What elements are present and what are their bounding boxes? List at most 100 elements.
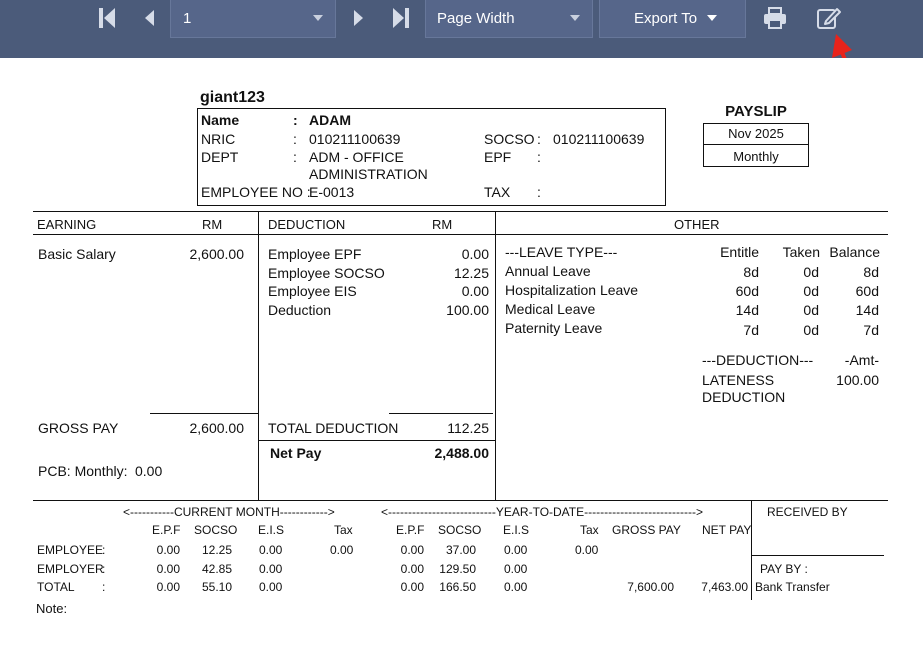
first-page-icon [99, 8, 115, 28]
summary-cell: 0.00 [259, 580, 283, 594]
dept-label: DEPT [201, 149, 239, 165]
last-page-button[interactable] [386, 4, 416, 32]
first-page-button[interactable] [92, 4, 122, 32]
leave-type: Hospitalization Leave [505, 282, 639, 298]
net-pay-label: Net Pay [270, 445, 322, 461]
deduction-item-amount: 0.00 [461, 246, 489, 262]
ytd-eis-header: E.I.S [503, 523, 530, 537]
employee-no-value: E-0013 [309, 184, 355, 200]
dept-value-line1: ADM - OFFICE [309, 149, 404, 165]
leave-balance: 60d [855, 283, 879, 299]
pay-by-label: PAY BY : [760, 562, 808, 576]
ytd-net-header: NET PAY [702, 523, 752, 537]
leave-balance: 7d [863, 322, 879, 338]
next-page-button[interactable] [346, 4, 372, 32]
other-header: OTHER [674, 217, 720, 232]
tax-colon: : [537, 184, 541, 200]
summary-row-label: EMPLOYER [37, 562, 104, 576]
other-deduction-item: LATENESS [702, 372, 775, 388]
summary-cell: 129.50 [439, 562, 476, 576]
summary-row-label: EMPLOYEE [37, 543, 104, 557]
socso-value: 010211100639 [553, 131, 645, 147]
current-month-header: <-----------CURRENT MONTH------------> [123, 505, 335, 519]
summary-cell: 55.10 [201, 580, 232, 594]
page-number-field[interactable]: 1 [170, 0, 336, 38]
deduction-item-label: Employee EIS [268, 283, 357, 299]
deduction-item-amount: 12.25 [453, 265, 489, 281]
pcb-value: 0.00 [135, 463, 163, 479]
edit-button[interactable] [813, 3, 845, 33]
leave-entitle: 7d [743, 322, 759, 338]
summary-cell: 37.00 [445, 543, 476, 557]
received-sign-line [751, 555, 884, 556]
gross-pay-label: GROSS PAY [38, 420, 119, 436]
name-colon: : [293, 112, 298, 128]
summary-cell: 0.00 [259, 562, 283, 576]
summary-cell: 0.00 [504, 562, 528, 576]
socso-label: SOCSO [484, 131, 535, 147]
ytd-header: <---------------------------YEAR-TO-DATE… [381, 505, 704, 519]
summary-cell: 0.00 [156, 543, 180, 557]
earning-item-amount: 2,600.00 [189, 246, 245, 262]
print-icon [764, 7, 786, 29]
cm-socso-header: SOCSO [194, 523, 238, 537]
chevron-down-icon [570, 15, 580, 21]
zoom-value: Page Width [437, 10, 515, 27]
leave-type: Annual Leave [505, 263, 591, 279]
summary-cell: 0.00 [156, 580, 180, 594]
balance-header: Balance [829, 244, 880, 260]
summary-row-colon: : [102, 580, 106, 594]
leave-type: Paternity Leave [505, 320, 603, 336]
name-label: Name [201, 112, 240, 128]
other-deduction-item-line2: DEDUCTION [702, 389, 786, 405]
leave-balance: 14d [855, 302, 879, 318]
frequency-box [703, 145, 809, 167]
leave-taken: 0d [803, 302, 819, 318]
period-value: Nov 2025 [728, 126, 784, 141]
summary-row-colon: : [102, 562, 106, 576]
amount-header: -Amt- [844, 352, 879, 368]
deduction-item-amount: 0.00 [461, 283, 489, 299]
summary-cell: 7,600.00 [627, 580, 674, 594]
net-pay-line [258, 440, 495, 441]
leave-entitle: 8d [743, 264, 759, 280]
report-toolbar: 1 Page Width Export To [0, 0, 923, 58]
epf-label: EPF [484, 149, 512, 165]
nric-colon: : [293, 131, 297, 147]
summary-row-label: TOTAL [37, 580, 75, 594]
deduction-rm-header: RM [432, 217, 453, 232]
dept-value-line2: ADMINISTRATION [309, 166, 428, 182]
deduction-item-label: Employee SOCSO [268, 265, 385, 281]
cm-epf-header: E.P.F [152, 523, 181, 537]
name-value: ADAM [309, 112, 351, 128]
leave-entitle: 14d [735, 302, 759, 318]
leave-taken: 0d [803, 322, 819, 338]
caret-down-icon [707, 15, 717, 21]
summary-cell: 12.25 [201, 543, 232, 557]
table-header-line [33, 234, 888, 235]
pcb-label: PCB: Monthly: [38, 463, 128, 479]
ytd-socso-header: SOCSO [438, 523, 482, 537]
export-button[interactable]: Export To [599, 0, 746, 38]
total-deduction-label: TOTAL DEDUCTION [268, 420, 399, 436]
prev-page-button[interactable] [136, 4, 162, 32]
leave-taken: 0d [803, 264, 819, 280]
summary-cell: 0.00 [504, 543, 528, 557]
cm-tax-header: Tax [334, 523, 353, 537]
table-top-line [33, 211, 888, 212]
payslip-page: giant123 Name : ADAM NRIC : 010211100639… [0, 58, 923, 652]
employee-info-box [197, 108, 666, 206]
leave-balance: 8d [863, 264, 879, 280]
note-label: Note: [36, 601, 68, 616]
print-button[interactable] [760, 4, 790, 32]
summary-cell: 0.00 [400, 543, 424, 557]
other-deduction-amount: 100.00 [836, 372, 879, 388]
summary-row-colon: : [102, 543, 106, 557]
edit-icon [817, 8, 841, 29]
zoom-select[interactable]: Page Width [425, 0, 593, 38]
page-number-value: 1 [183, 10, 192, 27]
total-deduction-value: 112.25 [447, 420, 489, 436]
taken-header: Taken [782, 244, 820, 260]
earning-item-label: Basic Salary [38, 246, 116, 262]
summary-cell: 0.00 [504, 580, 528, 594]
